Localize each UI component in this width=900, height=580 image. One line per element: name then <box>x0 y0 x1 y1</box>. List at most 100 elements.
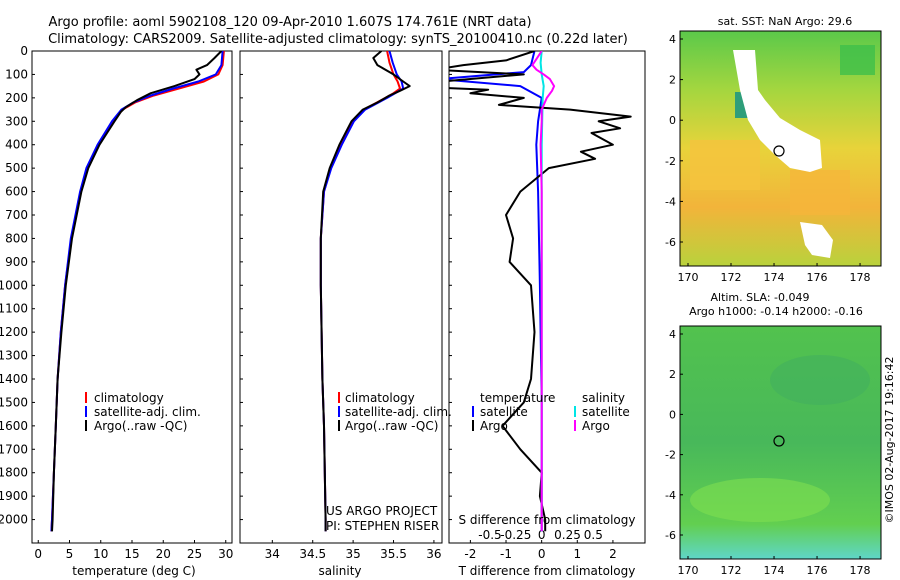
s-difference-tick-label: 0.5 <box>584 528 603 542</box>
difference-x-tick-label: -2 <box>464 547 476 561</box>
s-difference-tick-label: 0.25 <box>554 528 581 542</box>
temperature-axis-label: temperature (deg C) <box>72 564 195 578</box>
salinity-x-tick-label: 34.5 <box>299 547 326 561</box>
depth-tick-label: 1100 <box>0 302 28 316</box>
sst-map-title: sat. SST: NaN Argo: 29.6 <box>718 15 852 28</box>
depth-tick-label: 1000 <box>0 278 28 292</box>
legend-label-satellite: satellite-adj. clim. <box>94 405 201 419</box>
sla-map-title-line1: Altim. SLA: -0.049 <box>710 291 809 304</box>
salinity-series-argo-raw-qc- <box>319 51 411 532</box>
depth-tick-label: 900 <box>5 255 28 269</box>
depth-tick-label: 1800 <box>0 466 28 480</box>
sst-warm-patch <box>690 140 760 190</box>
salinity-axis-label: salinity <box>318 564 361 578</box>
map-y-tick-label: -2 <box>665 449 676 462</box>
depth-tick-label: 400 <box>5 138 28 152</box>
temperature-x-tick-label: 25 <box>187 547 202 561</box>
pi-label: PI: STEPHEN RISER <box>326 519 439 533</box>
temperature-x-tick-label: 10 <box>93 547 108 561</box>
argo-float-position-marker <box>773 145 785 157</box>
depth-tick-label: 300 <box>5 114 28 128</box>
depth-tick-label: 1900 <box>0 489 28 503</box>
temperature-x-tick-label: 30 <box>218 547 233 561</box>
map-y-tick-label: 0 <box>669 408 676 421</box>
depth-tick-label: 1700 <box>0 442 28 456</box>
depth-tick-label: 1400 <box>0 372 28 386</box>
sst-missing-data <box>733 50 822 172</box>
depth-tick-label: 1600 <box>0 419 28 433</box>
depth-tick-label: 2000 <box>0 513 28 527</box>
map-y-tick-label: -6 <box>665 529 676 542</box>
s-difference-tick-label: -0.5 <box>478 528 501 542</box>
sla-map-frame <box>679 325 882 560</box>
temperature-x-tick-label: 20 <box>156 547 171 561</box>
salinity-x-tick-label: 35 <box>345 547 360 561</box>
depth-tick-label: 700 <box>5 208 28 222</box>
map-x-tick-label: 174 <box>764 271 785 284</box>
map-y-tick-label: 0 <box>669 114 676 127</box>
depth-tick-label: 100 <box>5 67 28 81</box>
map-x-tick-label: 178 <box>850 564 871 577</box>
sst-warm-patch <box>790 170 850 215</box>
difference-legend: temperature salinity satellite Argo sate… <box>472 391 630 433</box>
map-x-tick-label: 172 <box>721 564 742 577</box>
difference-x-tick-label: 2 <box>609 547 617 561</box>
t-difference-axis-label: T difference from climatology <box>458 564 636 578</box>
legend-head-temperature: temperature <box>480 391 555 405</box>
map-x-tick-label: 172 <box>721 271 742 284</box>
map-y-tick-label: -4 <box>665 489 676 502</box>
salinity-panel-frame <box>239 50 443 544</box>
difference-series-salinity-argo <box>531 51 556 532</box>
map-y-tick-label: -6 <box>665 236 676 249</box>
difference-series-temperature-argo <box>449 51 632 532</box>
salinity-x-tick-label: 36 <box>426 547 441 561</box>
s-difference-axis-label: S difference from climatology <box>459 513 636 527</box>
legend-label-sal-argo: Argo <box>582 419 610 433</box>
figure-title-line2: Climatology: CARS2009. Satellite-adjuste… <box>48 32 628 47</box>
legend-head-salinity: salinity <box>582 391 625 405</box>
figure-title-line1: Argo profile: aoml 5902108_120 09-Apr-20… <box>48 15 531 30</box>
depth-tick-label: 1200 <box>0 325 28 339</box>
sst-map-frame <box>679 30 882 267</box>
depth-tick-label: 500 <box>5 161 28 175</box>
difference-x-tick-label: 0 <box>538 547 546 561</box>
legend-label-climatology: climatology <box>345 391 415 405</box>
s-difference-tick-label: 0 <box>538 528 546 542</box>
depth-tick-label: 1500 <box>0 395 28 409</box>
temperature-series-argo-raw-qc- <box>51 51 223 532</box>
map-x-tick-label: 176 <box>807 271 828 284</box>
difference-x-tick-label: -1 <box>500 547 512 561</box>
depth-tick-label: 600 <box>5 185 28 199</box>
legend-label-sal-satellite: satellite <box>582 405 630 419</box>
salinity-x-tick-label: 35.5 <box>380 547 407 561</box>
map-y-tick-label: -4 <box>665 195 676 208</box>
legend-label-argo: Argo(..raw -QC) <box>94 419 187 433</box>
legend-label-argo: Argo(..raw -QC) <box>345 419 438 433</box>
difference-panel-frame <box>448 50 646 544</box>
temperature-legend: climatology satellite-adj. clim. Argo(..… <box>85 391 201 433</box>
salinity-x-tick-label: 34 <box>265 547 280 561</box>
sst-map: 170 172 174 176 178 4 2 0 -2 -4 -6 <box>665 30 882 284</box>
sla-map-title-line2: Argo h1000: -0.14 h2000: -0.16 <box>689 305 863 318</box>
sla-pattern <box>770 355 870 405</box>
legend-label-satellite: satellite-adj. clim. <box>345 405 452 419</box>
legend-label-temp-satellite: satellite <box>480 405 528 419</box>
salinity-legend: climatology satellite-adj. clim. Argo(..… <box>338 391 452 433</box>
legend-label-climatology: climatology <box>94 391 164 405</box>
sst-cool-patch <box>840 45 875 75</box>
map-x-tick-label: 170 <box>678 271 699 284</box>
sla-map: 170 172 174 176 178 4 2 0 -2 -4 -6 <box>665 325 882 577</box>
copyright-stamp: ©IMOS 02-Aug-2017 19:16:42 <box>883 357 896 524</box>
s-difference-tick-label: -0.25 <box>500 528 531 542</box>
temperature-panel-frame <box>31 50 233 544</box>
sst-missing-data <box>800 222 833 258</box>
depth-tick-label: 1300 <box>0 349 28 363</box>
legend-label-temp-argo: Argo <box>480 419 508 433</box>
project-label: US ARGO PROJECT <box>326 504 438 518</box>
map-y-tick-label: 4 <box>669 328 676 341</box>
map-y-tick-label: -2 <box>665 155 676 168</box>
map-x-tick-label: 170 <box>678 564 699 577</box>
temperature-x-tick-label: 0 <box>34 547 42 561</box>
temperature-x-tick-label: 5 <box>66 547 74 561</box>
